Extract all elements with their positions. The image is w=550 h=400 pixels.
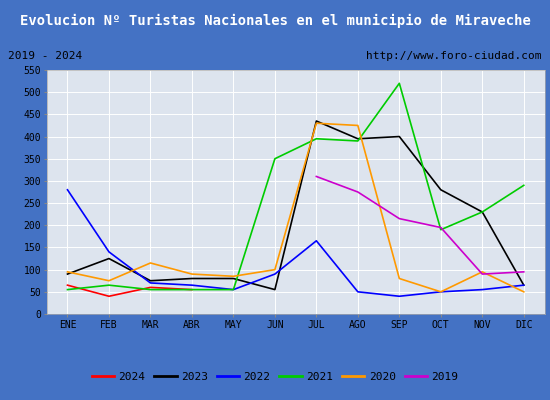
Text: 2019 - 2024: 2019 - 2024 [8, 51, 82, 61]
Text: http://www.foro-ciudad.com: http://www.foro-ciudad.com [366, 51, 542, 61]
Legend: 2024, 2023, 2022, 2021, 2020, 2019: 2024, 2023, 2022, 2021, 2020, 2019 [87, 368, 463, 386]
Text: Evolucion Nº Turistas Nacionales en el municipio de Miraveche: Evolucion Nº Turistas Nacionales en el m… [20, 14, 530, 28]
